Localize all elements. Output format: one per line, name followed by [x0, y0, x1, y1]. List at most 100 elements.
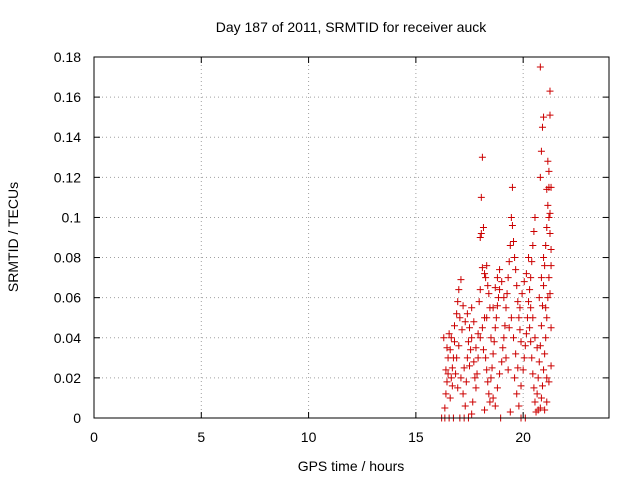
data-point: [543, 398, 551, 406]
data-point: [515, 402, 523, 410]
data-point: [451, 338, 458, 346]
data-point: [457, 374, 465, 382]
data-point: [453, 310, 461, 318]
data-point: [514, 364, 522, 372]
data-point: [513, 282, 521, 290]
data-point: [454, 298, 462, 306]
data-point: [543, 223, 551, 231]
data-point: [516, 326, 524, 334]
data-point: [489, 350, 497, 358]
data-point: [493, 302, 501, 310]
y-tick-label: 0.02: [54, 370, 81, 386]
data-point: [471, 374, 479, 382]
data-point: [521, 342, 529, 350]
data-point: [472, 384, 480, 392]
x-axis-label: GPS time / hours: [298, 458, 405, 474]
data-point: [522, 330, 530, 338]
data-point: [519, 366, 527, 374]
data-point: [485, 390, 493, 398]
data-point: [525, 254, 533, 262]
data-point: [505, 324, 513, 332]
data-point: [528, 258, 536, 266]
data-point: [512, 266, 520, 274]
data-point: [467, 346, 475, 354]
data-point: [543, 374, 551, 382]
data-point: [541, 262, 549, 270]
y-tick-label: 0.06: [54, 290, 81, 306]
data-point: [537, 274, 545, 282]
data-point: [442, 366, 450, 374]
data-point: [540, 366, 548, 374]
data-point: [470, 358, 478, 366]
data-point: [517, 338, 525, 346]
data-point: [530, 227, 538, 235]
data-point: [477, 193, 485, 201]
data-point: [544, 201, 552, 209]
x-tick-label: 10: [301, 429, 317, 445]
data-point: [513, 390, 521, 398]
data-point: [533, 344, 541, 352]
data-point: [507, 314, 515, 322]
data-point: [526, 286, 534, 294]
data-point: [547, 183, 555, 191]
data-point: [545, 378, 553, 386]
data-point: [501, 322, 509, 330]
data-point: [531, 213, 539, 221]
data-point: [506, 408, 514, 416]
data-point: [546, 229, 554, 237]
data-point: [511, 374, 519, 382]
data-point: [461, 318, 469, 326]
data-point: [487, 334, 495, 342]
data-point: [542, 304, 550, 312]
data-point: [536, 173, 544, 181]
data-point: [493, 384, 501, 392]
data-point: [446, 394, 454, 402]
data-point: [522, 270, 530, 278]
y-tick-label: 0.1: [62, 209, 82, 225]
data-point: [542, 242, 550, 250]
data-point: [517, 382, 525, 390]
y-tick-label: 0.18: [54, 49, 81, 65]
y-tick-label: 0.12: [54, 169, 81, 185]
data-point: [544, 157, 552, 165]
data-point: [504, 366, 512, 374]
data-point: [448, 364, 456, 372]
data-point: [540, 254, 548, 262]
y-tick-label: 0: [73, 410, 81, 426]
data-point: [483, 262, 491, 270]
data-point: [505, 258, 513, 266]
data-point: [516, 304, 524, 312]
data-point: [448, 382, 456, 390]
data-point: [468, 334, 476, 342]
data-point: [443, 378, 451, 386]
x-tick-label: 15: [408, 429, 424, 445]
data-point: [474, 330, 482, 338]
y-axis-label: SRMTID / TECUs: [5, 182, 21, 292]
data-point: [464, 338, 472, 346]
data-point: [546, 111, 554, 119]
data-point: [547, 362, 555, 370]
data-point: [535, 358, 543, 366]
data-point: [458, 326, 466, 334]
data-point: [466, 362, 474, 370]
data-point: [478, 153, 486, 161]
data-point: [483, 314, 491, 322]
y-tick-label: 0.08: [54, 250, 81, 266]
data-point: [455, 286, 463, 294]
data-point: [544, 294, 552, 302]
data-point: [543, 314, 551, 322]
data-point: [500, 294, 508, 302]
data-point: [474, 354, 482, 362]
data-point: [499, 344, 507, 352]
data-point: [484, 282, 492, 290]
data-point: [473, 370, 481, 378]
data-point: [518, 290, 526, 298]
data-point: [545, 213, 553, 221]
data-point: [538, 382, 546, 390]
data-point: [502, 354, 510, 362]
data-point: [527, 338, 535, 346]
data-point: [500, 334, 508, 342]
y-tick-label: 0.14: [54, 129, 81, 145]
data-point: [507, 213, 515, 221]
data-point: [459, 390, 467, 398]
